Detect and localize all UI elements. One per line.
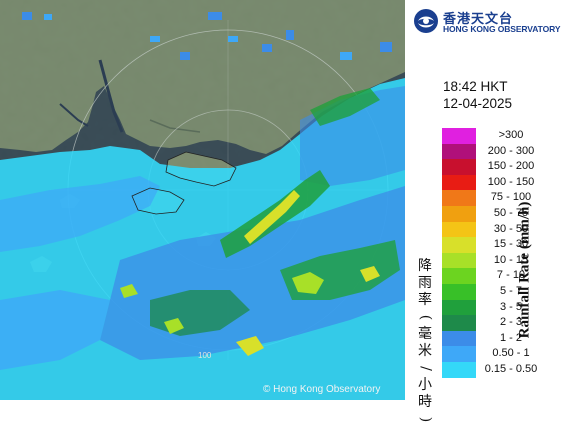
legend-swatch [442,190,476,206]
legend-swatch [442,237,476,253]
logo-text-en: HONG KONG OBSERVATORY [443,24,561,34]
legend-label: 200 - 300 [487,144,535,157]
legend-swatch [442,205,476,222]
legend-label: 75 - 100 [490,191,532,204]
rain-cell [208,12,222,20]
legend-row: 10 - 15 [442,252,572,269]
legend-label: 0.15 - 0.50 [484,362,538,375]
legend-label: >300 [498,129,524,141]
legend-label: 2 - 3 [499,316,522,329]
legend-title-zh-char: ) [417,416,434,423]
legend-label: 5 - 7 [499,284,522,297]
legend-row: 2 - 3 [442,315,572,331]
legend-label: 1 - 2 [499,331,522,344]
rain-cell [286,30,294,40]
legend-label: 0.50 - 1 [492,347,530,360]
rain-core-yellow [292,272,324,294]
logo-text-zh: 香港天文台 [443,12,514,27]
legend-swatch [442,283,476,300]
legend-row: 200 - 300 [442,143,572,160]
rain-core-yellow [120,284,138,298]
info-panel: 香港天文台 HONG KONG OBSERVATORY 18:42 HKT 12… [405,0,577,422]
rain-band-green [310,88,380,126]
legend-swatch [442,268,476,284]
legend-swatch [442,361,476,378]
legend-swatch [442,252,476,269]
rain-cell [380,42,392,52]
legend-row: 7 - 10 [442,268,572,284]
copyright-notice: © Hong Kong Observatory [263,384,381,395]
legend-swatch [442,143,476,160]
legend-label: 150 - 200 [487,160,535,173]
rain-cell [180,52,190,60]
legend-swatch [442,330,476,347]
legend-title-zh-char: 毫 [418,326,432,342]
observation-date: 12-04-2025 [443,96,513,111]
legend-label: 50 - 75 [493,206,529,219]
legend-title-zh-char: 降 [418,258,432,274]
legend-row: 0.15 - 0.50 [442,361,572,378]
hko-logo: 香港天文台 HONG KONG OBSERVATORY [413,7,575,35]
observation-time: 18:42 HKT [443,79,508,94]
legend-label: 3 - 5 [499,300,522,313]
rain-core-yellow [236,336,264,356]
legend-row: 150 - 200 [442,159,572,175]
legend-row: 5 - 7 [442,283,572,300]
legend-label: 100 - 150 [487,175,535,188]
legend-row: 75 - 100 [442,190,572,206]
rain-core-yellow [360,266,380,282]
legend-title-zh-char: 雨 [418,275,432,291]
legend-title-zh-char: 小 [418,377,432,393]
legend-label: 30 - 50 [493,222,529,235]
legend-swatch [442,128,476,144]
hko-emblem-icon [414,9,438,33]
legend-row: 1 - 2 [442,330,572,347]
legend-row: 0.50 - 1 [442,346,572,362]
legend-title-zh: 降雨率 ( 毫米 / 小時) [415,258,435,428]
legend-label: 15 - 30 [493,238,529,251]
legend-title-en: Rainfall Rate (mm/h) [516,201,533,339]
rain-band-blue [0,290,110,370]
legend-row: 15 - 30 [442,237,572,253]
rain-cell [228,36,238,42]
rain-core-yellow [244,190,300,244]
rain-core-yellow [164,318,184,334]
legend-row: 30 - 50 [442,221,572,238]
radar-map: 100 © Hong Kong Observatory [0,0,405,400]
legend-swatch [442,346,476,362]
range-ring-label: 100 [198,351,212,360]
legend-swatch [442,174,476,191]
legend-title-zh-char: 時 [418,394,432,410]
legend-label: 10 - 15 [493,253,529,266]
rain-cell [44,14,52,20]
legend-swatch [442,159,476,175]
legend-swatch [442,299,476,316]
legend-label: 7 - 10 [496,269,526,282]
legend-row: >300 [442,128,572,144]
rain-cell [340,52,352,60]
rain-cell [22,12,32,20]
legend-row: 3 - 5 [442,299,572,316]
rainfall-legend: >300 200 - 300 150 - 200 100 - 150 75 - 100 5… [442,128,572,378]
legend-title-zh-char: 米 [418,343,432,359]
legend-title-zh-char: ( [417,314,434,321]
rain-cell [150,36,160,42]
legend-row: 100 - 150 [442,174,572,191]
legend-swatch [442,221,476,238]
legend-swatch [442,315,476,331]
legend-title-zh-char: / [417,366,434,371]
legend-title-zh-char: 率 [418,292,432,308]
rain-area-light [0,176,160,252]
legend-row: 50 - 75 [442,205,572,222]
rain-cell [262,44,272,52]
